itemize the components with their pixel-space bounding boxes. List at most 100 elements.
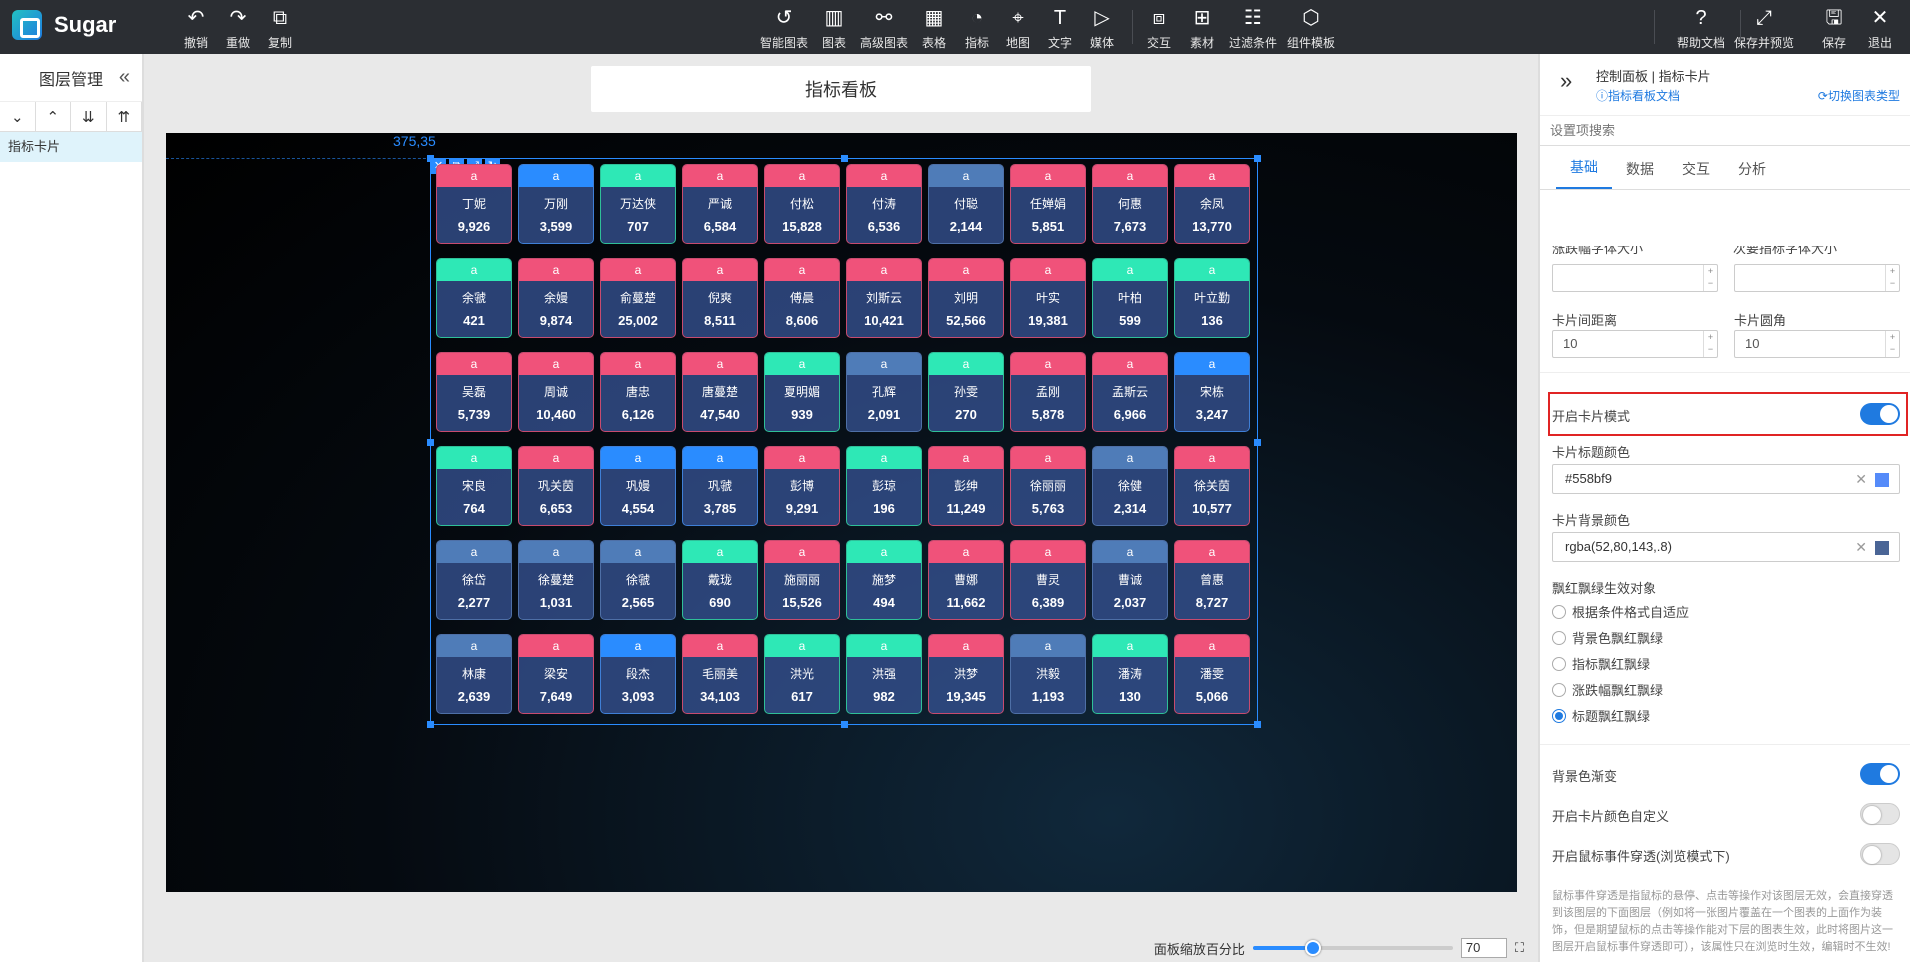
tab-1[interactable]: 数据 — [1626, 161, 1654, 177]
card-mode-toggle[interactable] — [1860, 403, 1900, 425]
collapse-left-icon[interactable]: « — [118, 66, 130, 88]
metric-card[interactable]: a 孟刚 5,878 — [1010, 352, 1086, 432]
radio-button[interactable] — [1552, 682, 1566, 697]
metric-card[interactable]: a 付涛 6,536 — [846, 164, 922, 244]
metric-card[interactable]: a 巩虢 3,785 — [682, 446, 758, 526]
metric-card[interactable]: a 夏明媚 939 — [764, 352, 840, 432]
bar-chart-button[interactable]: ▥ 图表 — [822, 6, 846, 51]
passthrough-toggle[interactable] — [1860, 843, 1900, 865]
redgreen-option[interactable]: 背景色飘红飘绿 — [1552, 628, 1663, 647]
metric-card[interactable]: a 段杰 3,093 — [600, 634, 676, 714]
move-down-button[interactable]: ⌄ — [0, 102, 36, 131]
redo-button[interactable]: ↷ 重做 — [226, 6, 250, 51]
fit-screen-icon[interactable]: ⛶ — [1514, 940, 1524, 955]
tab-3[interactable]: 分析 — [1738, 161, 1766, 177]
component-template-button[interactable]: ⬡ 组件模板 — [1287, 6, 1335, 51]
metric-card[interactable]: a 彭绅 11,249 — [928, 446, 1004, 526]
clear-icon[interactable]: ✕ — [1855, 539, 1867, 555]
font-size-input-1[interactable]: + − — [1552, 264, 1718, 292]
metric-card[interactable]: a 任婵娟 5,851 — [1010, 164, 1086, 244]
metric-card[interactable]: a 洪梦 19,345 — [928, 634, 1004, 714]
redgreen-option[interactable]: 指标飘红飘绿 — [1552, 654, 1650, 673]
metric-card[interactable]: a 徐蔓楚 1,031 — [518, 540, 594, 620]
radio-button[interactable] — [1552, 708, 1566, 723]
metric-card[interactable]: a 徐虢 2,565 — [600, 540, 676, 620]
metric-card[interactable]: a 彭博 9,291 — [764, 446, 840, 526]
metric-card[interactable]: a 曾惠 8,727 — [1174, 540, 1250, 620]
tab-2[interactable]: 交互 — [1682, 161, 1710, 177]
metric-card[interactable]: a 叶立勤 136 — [1174, 258, 1250, 338]
metric-card[interactable]: a 吴磊 5,739 — [436, 352, 512, 432]
metric-card[interactable]: a 徐关茵 10,577 — [1174, 446, 1250, 526]
expand-button[interactable]: ⤢ 保存并预览 — [1734, 6, 1794, 51]
metric-card[interactable]: a 孔辉 2,091 — [846, 352, 922, 432]
metric-card[interactable]: a 巩关茵 6,653 — [518, 446, 594, 526]
close-button[interactable]: ✕ 退出 — [1868, 6, 1892, 51]
redgreen-option[interactable]: 标题飘红飘绿 — [1552, 706, 1650, 725]
metric-card[interactable]: a 潘雯 5,066 — [1174, 634, 1250, 714]
radio-button[interactable] — [1552, 656, 1566, 671]
save-button[interactable]: 🖫 保存 — [1822, 6, 1846, 51]
metric-card[interactable]: a 施梦 494 — [846, 540, 922, 620]
switch-chart-type-link[interactable]: ⟳切换图表类型 — [1818, 87, 1900, 104]
app-logo[interactable]: Sugar — [12, 10, 116, 40]
metric-card[interactable]: a 付聪 2,144 — [928, 164, 1004, 244]
dashboard-canvas[interactable]: 375,35 ✕ ⧉ ⤢ ↻ a丁妮9,926a万刚3,599a万达侠707a严… — [166, 133, 1517, 892]
metric-card[interactable]: a 彭琼 196 — [846, 446, 922, 526]
resize-handle-s[interactable] — [841, 721, 848, 728]
resize-handle-ne[interactable] — [1254, 155, 1261, 162]
metric-card[interactable]: a 徐岱 2,277 — [436, 540, 512, 620]
metric-card[interactable]: a 徐健 2,314 — [1092, 446, 1168, 526]
copy-button[interactable]: ⧉ 复制 — [268, 6, 292, 51]
metric-card[interactable]: a 叶柏 599 — [1092, 258, 1168, 338]
metric-card[interactable]: a 余虢 421 — [436, 258, 512, 338]
metric-card[interactable]: a 曹灵 6,389 — [1010, 540, 1086, 620]
metric-card[interactable]: a 丁妮 9,926 — [436, 164, 512, 244]
metric-card[interactable]: a 余嫚 9,874 — [518, 258, 594, 338]
metric-card[interactable]: a 万达侠 707 — [600, 164, 676, 244]
bg-gradient-toggle[interactable] — [1860, 763, 1900, 785]
title-color-input[interactable]: #558bf9 ✕ — [1552, 464, 1900, 494]
resize-handle-se[interactable] — [1254, 721, 1261, 728]
tab-0[interactable]: 基础 — [1556, 157, 1612, 189]
move-top-button[interactable]: ⇈ — [107, 102, 142, 131]
media-button[interactable]: ▷ 媒体 — [1090, 6, 1114, 51]
smart-chart-button[interactable]: ↺ 智能图表 — [760, 6, 808, 51]
redgreen-option[interactable]: 涨跌幅飘红飘绿 — [1552, 680, 1663, 699]
metric-card[interactable]: a 宋栋 3,247 — [1174, 352, 1250, 432]
metric-card[interactable]: a 巩嫚 4,554 — [600, 446, 676, 526]
metric-card[interactable]: a 曹娜 11,662 — [928, 540, 1004, 620]
move-bottom-button[interactable]: ⇊ — [71, 102, 107, 131]
metric-card[interactable]: a 叶实 19,381 — [1010, 258, 1086, 338]
zoom-input[interactable]: 70 — [1460, 938, 1507, 958]
metric-card[interactable]: a 何惠 7,673 — [1092, 164, 1168, 244]
metric-card[interactable]: a 周诚 10,460 — [518, 352, 594, 432]
card-radius-input[interactable]: 10 + − — [1734, 330, 1900, 358]
metric-card[interactable]: a 施丽丽 15,526 — [764, 540, 840, 620]
metric-card[interactable]: a 毛丽美 34,103 — [682, 634, 758, 714]
metric-card[interactable]: a 付松 15,828 — [764, 164, 840, 244]
radio-button[interactable] — [1552, 604, 1566, 619]
settings-search-input[interactable] — [1540, 116, 1910, 146]
clear-icon[interactable]: ✕ — [1855, 471, 1867, 487]
metric-card[interactable]: a 梁安 7,649 — [518, 634, 594, 714]
text-button[interactable]: T 文字 — [1048, 6, 1072, 51]
metric-card[interactable]: a 孟斯云 6,966 — [1092, 352, 1168, 432]
metric-card[interactable]: a 唐忠 6,126 — [600, 352, 676, 432]
selected-widget[interactable]: ✕ ⧉ ⤢ ↻ a丁妮9,926a万刚3,599a万达侠707a严诚6,584a… — [427, 155, 1261, 728]
zoom-slider-knob[interactable] — [1304, 940, 1321, 956]
filter-button[interactable]: ☷ 过滤条件 — [1229, 6, 1277, 51]
stepper-icon[interactable]: + − — [1703, 331, 1717, 357]
radio-button[interactable] — [1552, 630, 1566, 645]
metric-card[interactable]: a 傅晨 8,606 — [764, 258, 840, 338]
metric-card[interactable]: a 徐丽丽 5,763 — [1010, 446, 1086, 526]
metric-card[interactable]: a 洪光 617 — [764, 634, 840, 714]
help-button[interactable]: ? 帮助文档 — [1677, 6, 1725, 51]
resize-handle-sw[interactable] — [427, 721, 434, 728]
metric-card[interactable]: a 曹诚 2,037 — [1092, 540, 1168, 620]
metric-card[interactable]: a 万刚 3,599 — [518, 164, 594, 244]
title-color-swatch[interactable] — [1875, 473, 1889, 487]
assets-button[interactable]: ⊞ 素材 — [1190, 6, 1214, 51]
metric-card[interactable]: a 孙雯 270 — [928, 352, 1004, 432]
stepper-icon[interactable]: + − — [1885, 265, 1899, 291]
